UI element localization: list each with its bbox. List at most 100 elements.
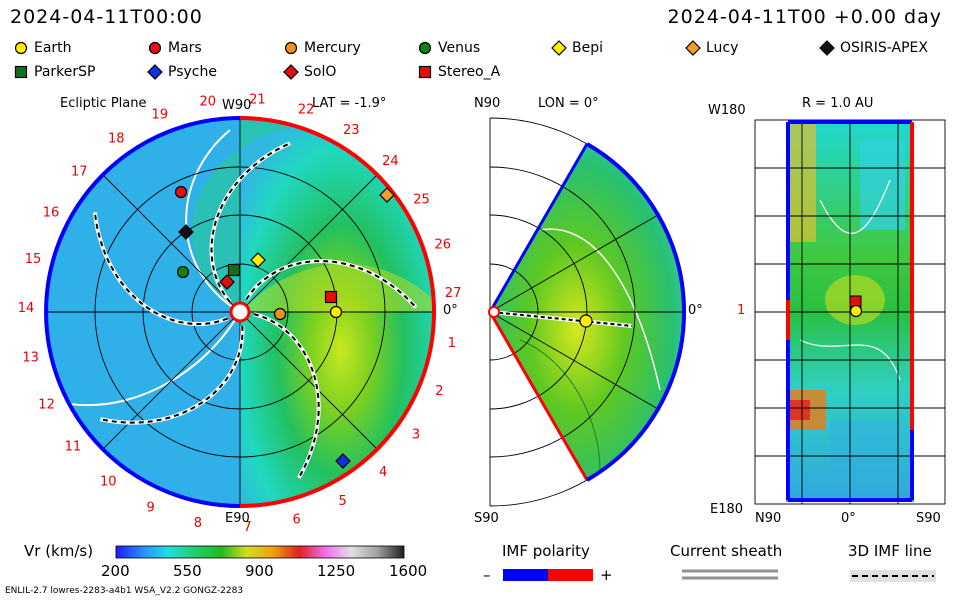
legend-marker-icon [283, 64, 299, 80]
legend-marker-icon [418, 65, 432, 79]
imf-minus-label: – [483, 566, 491, 584]
legend-label: ParkerSP [34, 64, 96, 80]
ecliptic-plane-title: Ecliptic Plane [60, 96, 147, 111]
mercury-marker [273, 307, 287, 321]
timestamp-right: 2024-04-11T00 +0.00 day [667, 6, 942, 28]
venus-marker [176, 265, 190, 279]
sector-number-label: 5 [339, 494, 347, 509]
stereo-a-legend-icon [418, 65, 432, 79]
earth-marker-map [849, 304, 863, 318]
sector-number-label: 9 [147, 500, 155, 515]
timestamp-left: 2024-04-11T00:00 [10, 6, 203, 28]
ecliptic-top-label: W90 [222, 98, 252, 113]
legend-marker-icon [14, 65, 28, 79]
meridional-right-label: 0° [688, 303, 703, 318]
current-sheath-label: Current sheath [670, 542, 783, 560]
solo-marker [219, 274, 235, 290]
imf-spiral-line [100, 325, 244, 424]
latitude-label: LAT = -1.9° [312, 96, 387, 111]
mercury-legend-icon [284, 41, 298, 55]
legend-item-osiris-apex: OSIRIS-APEX [818, 40, 928, 56]
osiris-apex-legend-icon [819, 40, 835, 56]
legend-marker-icon [14, 41, 28, 55]
sector-number-label: 1 [448, 336, 456, 351]
imf-line-label: 3D IMF line [848, 542, 932, 560]
sector-number-label: 25 [413, 193, 430, 208]
sector-number-label: 19 [152, 108, 169, 123]
meridional-top-label: N90 [474, 96, 501, 111]
mars-marker [174, 185, 188, 199]
imf-polarity-label: IMF polarity [502, 542, 590, 560]
psyche-marker [335, 453, 351, 469]
colorbar-tick-label: 1600 [389, 562, 428, 580]
legend-item-venus: Venus [416, 40, 480, 56]
colorbar-tick-label: 1250 [317, 562, 356, 580]
legend-label: Lucy [706, 40, 739, 56]
venus-legend-icon [418, 41, 432, 55]
legend-item-parkersp: ParkerSP [12, 64, 95, 80]
stereo-a-marker [324, 290, 338, 304]
meridional-panel [488, 117, 687, 507]
legend-label: Bepi [572, 40, 603, 56]
lucy-legend-icon [685, 40, 701, 56]
legend-item-mars: Mars [146, 40, 202, 56]
sector-number-label: 6 [292, 512, 300, 527]
sector-number-label: 12 [38, 398, 55, 413]
earth-marker [329, 305, 343, 319]
osiris-apex-marker [178, 224, 194, 240]
map-top-label: W180 [708, 103, 746, 118]
sector-number-label: 7 [243, 520, 251, 535]
sector-number-label: 14 [18, 301, 35, 316]
sector-number-label: 4 [379, 465, 387, 480]
colorbar-tick-label: 550 [173, 562, 202, 580]
sector-number-label: 23 [343, 123, 360, 138]
psyche-legend-icon [147, 64, 163, 80]
vr-colorbar-label: Vr (km/s) [24, 542, 94, 560]
legend-label: Stereo_A [438, 64, 501, 80]
imf-plus-label: + [600, 566, 613, 584]
sector-number-label: 3 [412, 428, 420, 443]
legend-item-mercury: Mercury [282, 40, 361, 56]
sector-number-label: 2 [435, 384, 443, 399]
sector-number-label: 15 [25, 252, 42, 267]
map-bottom-label: E180 [710, 502, 744, 517]
legend-marker-icon [685, 40, 701, 56]
sector-number-label: 22 [298, 102, 315, 117]
mars-legend-icon [148, 41, 162, 55]
sector-number-label: 8 [194, 516, 202, 531]
sphere-map-panel [754, 119, 946, 505]
map-x-left: N90 [755, 511, 782, 526]
parkersp-marker [227, 263, 241, 277]
sector-number-label: 21 [249, 93, 266, 108]
legend-item-earth: Earth [12, 40, 72, 56]
imf-spiral-line [93, 212, 228, 326]
sector-number-label: 20 [199, 94, 216, 109]
solo-legend-icon [283, 64, 299, 80]
earth-marker-meridional [579, 314, 593, 328]
vr-colorbar [115, 545, 405, 559]
sector-number-label: 26 [434, 238, 451, 253]
sector-number-label: 16 [43, 206, 60, 221]
legend-marker-icon [148, 41, 162, 55]
legend-label: Venus [438, 40, 481, 56]
imf-spiral-line [245, 260, 417, 308]
colorbar-tick-label: 900 [245, 562, 274, 580]
sector-number-label: 18 [108, 131, 125, 146]
imf-spiral-line [253, 313, 320, 479]
bepi-marker [250, 252, 266, 268]
imf-spiral-line [210, 142, 291, 303]
legend-label: Earth [34, 40, 72, 56]
earth-legend-icon [14, 41, 28, 55]
legend-item-stereo-a: Stereo_A [416, 64, 500, 80]
legend-item-solo: SolO [282, 64, 336, 80]
legend-item-psyche: Psyche [146, 64, 217, 80]
parkersp-legend-icon [14, 65, 28, 79]
legend-label: SolO [304, 64, 337, 80]
legend-marker-icon [819, 40, 835, 56]
map-x-mid: 0° [841, 511, 856, 526]
legend-label: OSIRIS-APEX [840, 40, 928, 56]
legend-label: Mars [168, 40, 202, 56]
legend-item-lucy: Lucy [684, 40, 738, 56]
sector-number-label: 24 [382, 154, 399, 169]
